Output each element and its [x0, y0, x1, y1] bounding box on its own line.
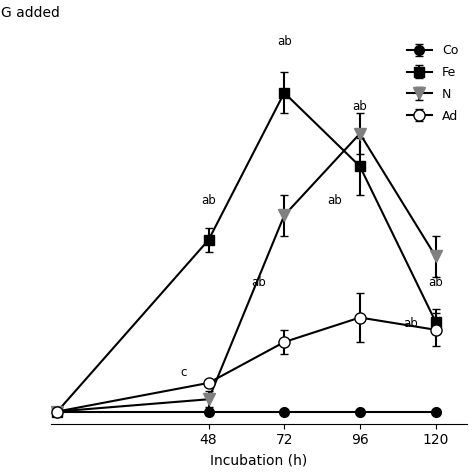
- Text: ab: ab: [252, 276, 266, 289]
- Text: G added: G added: [1, 6, 60, 20]
- Text: ab: ab: [201, 194, 216, 207]
- Text: ab: ab: [353, 100, 367, 113]
- Text: c: c: [180, 366, 187, 379]
- Text: ab: ab: [328, 194, 342, 207]
- X-axis label: Incubation (h): Incubation (h): [210, 453, 308, 467]
- Text: ab: ab: [277, 35, 292, 48]
- Text: ab: ab: [403, 317, 418, 330]
- Text: ab: ab: [428, 276, 443, 289]
- Legend: Co, Fe, N, Ad: Co, Fe, N, Ad: [402, 39, 463, 128]
